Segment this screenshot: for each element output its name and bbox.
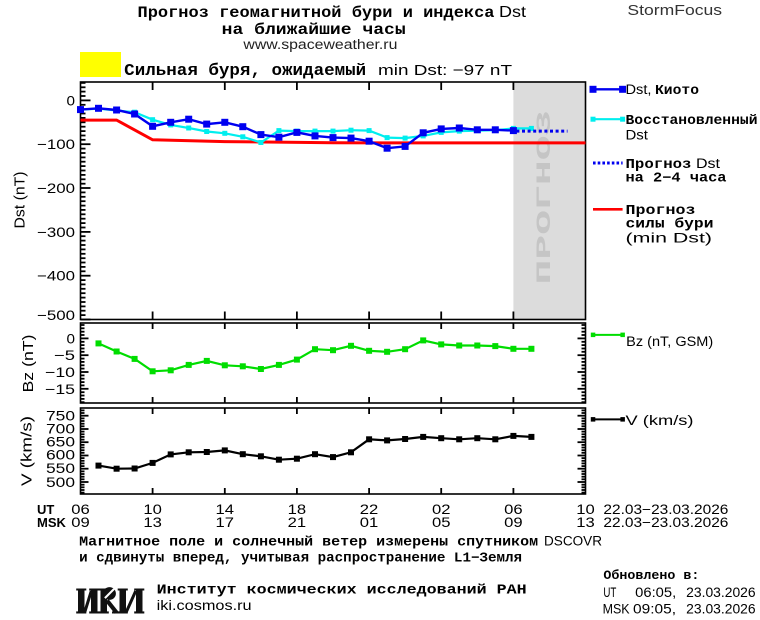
svg-text:Институт космических исследова: Институт космических исследований РАН (157, 583, 527, 599)
svg-text:09:05,: 09:05, (633, 601, 676, 616)
svg-text:550: 550 (46, 460, 75, 476)
svg-text:(min Dst): (min Dst) (626, 231, 713, 246)
svg-text:14: 14 (216, 502, 235, 517)
svg-text:21: 21 (288, 515, 307, 530)
svg-text:−5: −5 (54, 347, 75, 363)
svg-text:22: 22 (360, 502, 379, 517)
svg-text:Магнитное поле и солнечный вет: Магнитное поле и солнечный ветер измерен… (79, 536, 538, 551)
svg-text:09: 09 (71, 515, 90, 530)
svg-text:силы бури: силы бури (626, 217, 714, 233)
svg-text:23.03.2026: 23.03.2026 (686, 601, 755, 616)
svg-text:min Dst: −97 nT: min Dst: −97 nT (378, 62, 512, 79)
svg-text:10: 10 (576, 502, 595, 517)
svg-text:Dst: Dst (626, 128, 649, 143)
svg-text:Сильная буря, ожидаемый: Сильная буря, ожидаемый (124, 61, 366, 80)
svg-text:06: 06 (504, 502, 523, 517)
svg-text:Bz (nT, GSM): Bz (nT, GSM) (626, 334, 713, 349)
svg-text:StormFocus: StormFocus (627, 3, 722, 19)
svg-text:22.03−23.03.2026: 22.03−23.03.2026 (603, 502, 728, 517)
svg-text:05: 05 (432, 515, 451, 530)
svg-text:на 2−4 часа: на 2−4 часа (626, 172, 727, 187)
svg-text:V (km/s): V (km/s) (20, 416, 36, 486)
svg-text:600: 600 (46, 446, 75, 462)
svg-text:09: 09 (504, 515, 523, 530)
svg-text:ПРОГНОЗ: ПРОГНОЗ (534, 111, 557, 285)
svg-text:06: 06 (71, 502, 90, 517)
svg-text:MSK: MSK (37, 515, 67, 530)
svg-text:Прогноз: Прогноз (626, 204, 696, 219)
svg-text:22.03−23.03.2026: 22.03−23.03.2026 (603, 515, 728, 530)
svg-text:Прогноз: Прогноз (626, 158, 692, 173)
svg-text:01: 01 (360, 515, 379, 530)
svg-text:06:05,: 06:05, (635, 585, 676, 600)
svg-text:−10: −10 (45, 364, 75, 380)
svg-text:Dst (nT): Dst (nT) (13, 172, 29, 229)
svg-text:на ближайшие часы: на ближайшие часы (222, 21, 406, 39)
svg-text:13: 13 (576, 515, 595, 530)
svg-text:UT: UT (37, 502, 54, 517)
svg-text:Dst: Dst (499, 4, 527, 21)
svg-text:iki.cosmos.ru: iki.cosmos.ru (157, 598, 252, 613)
svg-text:Восстановленный: Восстановленный (626, 114, 758, 129)
svg-text:www.spaceweather.ru: www.spaceweather.ru (242, 37, 397, 52)
svg-text:0: 0 (67, 330, 76, 346)
svg-text:UT: UT (603, 585, 616, 600)
svg-text:−500: −500 (37, 307, 75, 323)
svg-text:−15: −15 (45, 381, 75, 397)
svg-text:13: 13 (143, 515, 162, 530)
svg-text:23.03.2026: 23.03.2026 (686, 585, 755, 600)
svg-text:и сдвинуты вперед, учитывая ра: и сдвинуты вперед, учитывая распростране… (79, 552, 522, 567)
svg-text:650: 650 (46, 433, 75, 449)
svg-text:0: 0 (67, 92, 76, 108)
svg-text:Прогноз геомагнитной бури и ин: Прогноз геомагнитной бури и индекса (138, 4, 495, 22)
svg-text:02: 02 (432, 502, 451, 517)
svg-text:MSK: MSK (603, 601, 630, 616)
svg-text:750: 750 (46, 408, 75, 424)
svg-text:−100: −100 (37, 136, 75, 152)
svg-text:Киото: Киото (655, 84, 699, 99)
svg-text:−200: −200 (37, 180, 75, 196)
svg-text:Bz (nT): Bz (nT) (21, 335, 37, 393)
svg-text:−300: −300 (37, 224, 75, 240)
svg-text:17: 17 (216, 515, 235, 530)
svg-text:−400: −400 (37, 268, 75, 284)
svg-text:500: 500 (46, 474, 75, 490)
svg-text:10: 10 (143, 502, 162, 517)
svg-text:Dst,: Dst, (626, 82, 652, 97)
svg-text:700: 700 (46, 421, 75, 437)
svg-text:V (km/s): V (km/s) (626, 413, 694, 428)
svg-text:Обновлено в:: Обновлено в: (603, 568, 699, 583)
svg-text:Dst: Dst (696, 156, 720, 171)
svg-text:DSCOVR: DSCOVR (544, 534, 602, 549)
svg-text:18: 18 (288, 502, 307, 517)
